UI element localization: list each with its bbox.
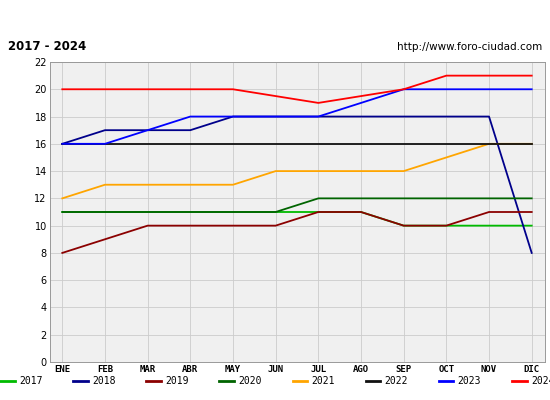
Text: Evolucion num de emigrantes en Santa María de la Alameda: Evolucion num de emigrantes en Santa Mar… <box>50 10 501 24</box>
Text: http://www.foro-ciudad.com: http://www.foro-ciudad.com <box>397 42 542 52</box>
Text: 2020: 2020 <box>239 376 262 386</box>
Text: 2024: 2024 <box>531 376 550 386</box>
Text: 2018: 2018 <box>92 376 116 386</box>
Text: 2021: 2021 <box>311 376 335 386</box>
Text: 2022: 2022 <box>384 376 408 386</box>
Text: 2023: 2023 <box>458 376 481 386</box>
Text: 2017: 2017 <box>19 376 42 386</box>
Text: 2017 - 2024: 2017 - 2024 <box>8 40 86 54</box>
Text: 2019: 2019 <box>166 376 189 386</box>
